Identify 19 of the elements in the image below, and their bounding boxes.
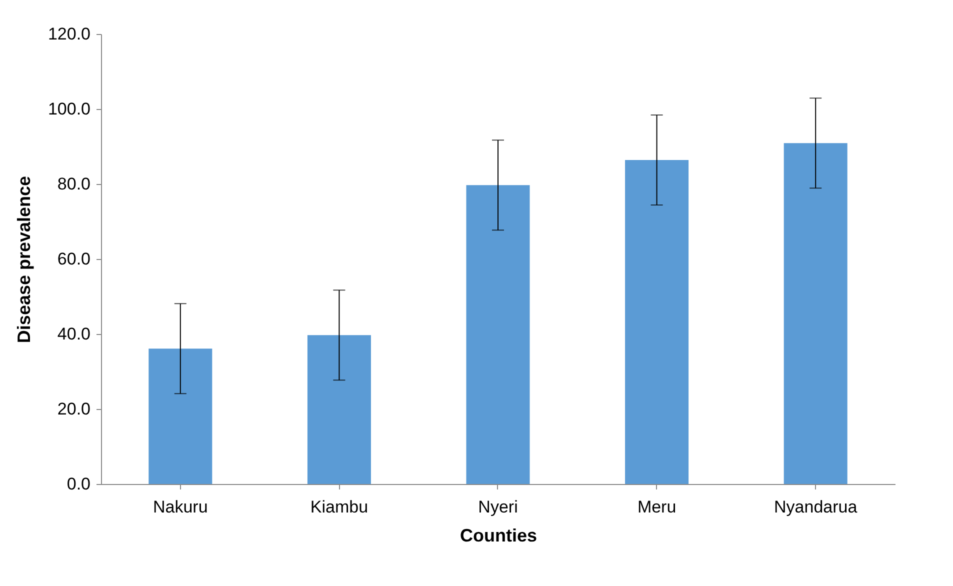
y-tick-label: 0.0: [66, 474, 90, 494]
x-tick-label: Meru: [637, 498, 676, 516]
x-tick-label: Nyandarua: [774, 498, 858, 516]
y-axis-title: Disease prevalence: [14, 176, 34, 344]
y-tick-label: 60.0: [57, 250, 90, 268]
y-tick-label: 100.0: [48, 100, 90, 118]
x-axis-title: Counties: [460, 526, 538, 546]
bar: [784, 143, 848, 484]
bar: [625, 160, 689, 484]
y-tick-label: 20.0: [57, 400, 90, 418]
y-tick-label: 40.0: [57, 324, 90, 344]
x-tick-label: Kiambu: [310, 498, 368, 516]
x-tick-label: Nakuru: [152, 498, 208, 516]
y-tick-label: 120.0: [48, 24, 90, 44]
x-tick-label: Nyeri: [478, 498, 518, 516]
bar: [148, 348, 212, 484]
bar: [466, 185, 530, 484]
bar: [307, 335, 371, 484]
y-tick-label: 80.0: [57, 174, 90, 194]
